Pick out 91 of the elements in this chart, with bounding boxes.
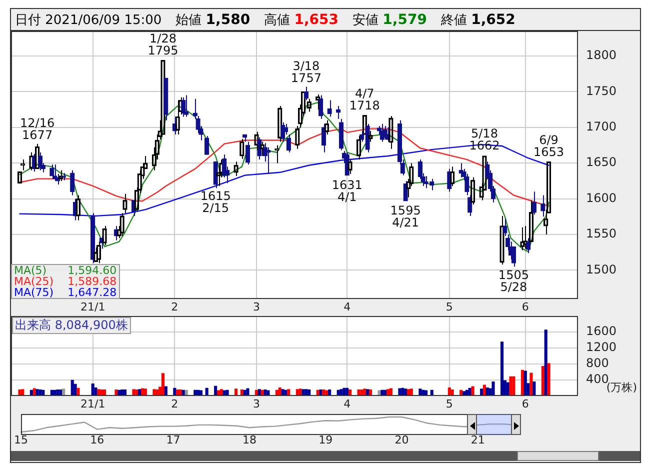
bar <box>62 388 66 396</box>
x-tick-label: 19 <box>318 433 333 446</box>
bar <box>76 388 80 396</box>
bar <box>94 387 98 396</box>
candlestick <box>181 96 186 118</box>
x-tick-label: 2 <box>171 397 178 410</box>
candlestick <box>96 241 102 264</box>
bar <box>512 376 516 396</box>
y-tick-label: 800 <box>586 356 609 370</box>
x-tick-label: 6 <box>522 397 529 410</box>
candlestick <box>526 238 531 254</box>
annotation: 1631 4/1 <box>332 178 362 204</box>
y-tick-label: 1700 <box>586 120 617 134</box>
bar <box>520 370 524 396</box>
x-tick-label: 18 <box>242 433 256 446</box>
bar <box>500 342 504 396</box>
bar <box>480 388 484 396</box>
annotation: 3/18 1757 <box>290 58 322 85</box>
y-tick-label: 1500 <box>586 262 617 276</box>
candlestick <box>245 141 250 166</box>
y-tick-label: 1200 <box>586 340 617 354</box>
candlestick <box>464 173 470 196</box>
bar <box>410 388 413 396</box>
bar <box>418 388 422 396</box>
y-tick-label: 1650 <box>586 155 617 170</box>
x-tick-label: 5 <box>446 300 453 314</box>
annotation: 4/7 1718 <box>349 86 380 113</box>
chart-title: 日付 2021/06/09 15:00 <box>15 13 162 28</box>
x-tick-label: 20 <box>394 433 409 446</box>
annotation: 6/9 1653 <box>534 133 564 160</box>
y-tick-label: 1800 <box>586 48 617 62</box>
y-tick-label: 1750 <box>586 84 617 98</box>
annotation: 1595 4/21 <box>390 204 421 230</box>
x-tick-label: 17 <box>166 433 180 446</box>
x-tick-label: 5 <box>446 397 453 410</box>
bar <box>161 373 165 396</box>
annotation: 1615 2/15 <box>200 189 231 216</box>
bar <box>226 390 229 396</box>
candlestick <box>90 212 96 264</box>
x-tick-label: 21/1 <box>80 397 106 410</box>
bar <box>246 388 250 396</box>
x-tick-label: 6 <box>522 300 529 314</box>
bar <box>404 388 408 396</box>
x-tick-label: 21/1 <box>80 300 106 314</box>
x-tick-label: 21 <box>470 433 485 446</box>
y-tick-label: 1600 <box>586 324 617 338</box>
annotation: 12/16 1677 <box>20 116 55 142</box>
text: MA(75) 1,647.28 <box>14 286 117 299</box>
candlestick <box>336 105 341 120</box>
candlestick <box>540 194 546 218</box>
x-tick-label: 16 <box>90 433 104 446</box>
text: 安値 1,579 <box>352 12 427 28</box>
annotation: 1/28 1795 <box>148 32 178 58</box>
y-tick-label: 1550 <box>586 226 617 241</box>
bar <box>363 388 366 396</box>
bar <box>482 384 486 396</box>
candlestick <box>164 78 168 121</box>
bar <box>541 366 544 396</box>
text: 始値 1,580 <box>176 12 250 28</box>
candlestick <box>304 86 309 101</box>
candlestick <box>184 94 189 118</box>
bar <box>70 380 74 396</box>
x-tick-label: 4 <box>344 397 351 410</box>
bar <box>530 372 533 396</box>
candlestick <box>338 118 344 151</box>
candlestick <box>327 100 332 118</box>
bar <box>547 363 550 396</box>
y-tick-label: 400 <box>586 372 609 386</box>
x-tick-label: 15 <box>14 433 28 446</box>
candlestick <box>38 152 43 171</box>
y-tick-label: 1600 <box>586 190 617 205</box>
text: 高値 1,653 <box>264 12 339 28</box>
bar <box>234 388 238 396</box>
x-tick-label: 2 <box>171 300 178 314</box>
candlestick <box>502 218 508 236</box>
candlestick <box>318 94 324 120</box>
annotation: 1505 5/28 <box>498 268 529 294</box>
bar <box>509 376 512 396</box>
bar <box>524 370 527 396</box>
candlestick <box>70 170 75 196</box>
series-label: MA(5) 1,594.60 <box>14 264 117 277</box>
chart-title: 出来高 8,084,900株 <box>12 317 131 334</box>
bar <box>532 382 536 396</box>
bar <box>492 382 495 396</box>
text: MA(25) 1,589.68 <box>14 274 117 288</box>
bar <box>144 388 147 396</box>
x-tick-label: 4 <box>344 300 351 314</box>
x-tick-label: 3 <box>253 300 260 314</box>
text: 終値 1,652 <box>440 12 516 28</box>
y-axis-title: (万株) <box>606 380 637 395</box>
x-tick-label: 3 <box>253 397 260 410</box>
